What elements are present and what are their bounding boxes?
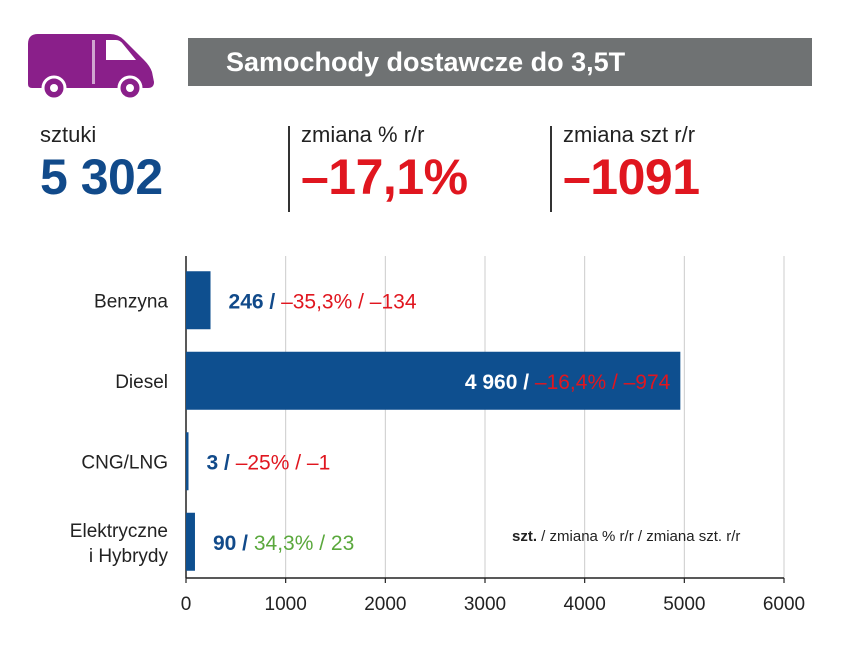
kpi-change-units-label: zmiana szt r/r bbox=[563, 122, 696, 147]
kpi-change-percent-value: –17,1% bbox=[301, 149, 468, 205]
kpi-units-value: 5 302 bbox=[40, 149, 163, 205]
kpi-divider bbox=[288, 126, 290, 212]
bar bbox=[186, 351, 681, 410]
x-tick-label: 4000 bbox=[564, 594, 606, 615]
legend-note: szt. / zmiana % r/r / zmiana szt. r/r bbox=[512, 528, 740, 545]
bar bbox=[186, 271, 211, 330]
category-label: Benzyna bbox=[94, 291, 168, 312]
x-tick-label: 1000 bbox=[265, 594, 307, 615]
x-tick-label: 0 bbox=[181, 594, 192, 615]
x-tick-label: 2000 bbox=[364, 594, 406, 615]
category-label: Elektryczne i Hybrydy bbox=[70, 521, 169, 567]
delivery-van-icon bbox=[28, 34, 154, 100]
kpi-units-label: sztuki bbox=[40, 122, 97, 147]
bar bbox=[186, 512, 195, 571]
category-label: CNG/LNG bbox=[81, 452, 168, 473]
page-title: Samochody dostawcze do 3,5T bbox=[188, 38, 812, 86]
data-label: 90 / 34,3% / 23 bbox=[213, 532, 354, 555]
kpi-units: sztuki 5 302 bbox=[40, 122, 163, 202]
kpi-change-units-value: –1091 bbox=[563, 149, 700, 205]
bar bbox=[186, 432, 189, 491]
category-label: Diesel bbox=[115, 372, 168, 393]
x-tick-label: 6000 bbox=[763, 594, 805, 615]
data-label: 4 960 / –16,4% / –974 bbox=[465, 371, 671, 394]
kpi-change-percent-label: zmiana % r/r bbox=[301, 122, 425, 147]
kpi-divider bbox=[550, 126, 552, 212]
kpi-change-units: zmiana szt r/r –1091 bbox=[563, 122, 700, 202]
legend-note-bold: szt. bbox=[512, 528, 538, 545]
kpi-change-percent: zmiana % r/r –17,1% bbox=[301, 122, 468, 202]
data-label: 3 / –25% / –1 bbox=[207, 451, 331, 474]
x-tick-label: 3000 bbox=[464, 594, 506, 615]
x-tick-label: 5000 bbox=[663, 594, 705, 615]
data-label: 246 / –35,3% / –134 bbox=[229, 290, 417, 313]
page-title-text: Samochody dostawcze do 3,5T bbox=[226, 46, 626, 77]
legend-note-rest: / zmiana % r/r / zmiana szt. r/r bbox=[537, 528, 741, 545]
